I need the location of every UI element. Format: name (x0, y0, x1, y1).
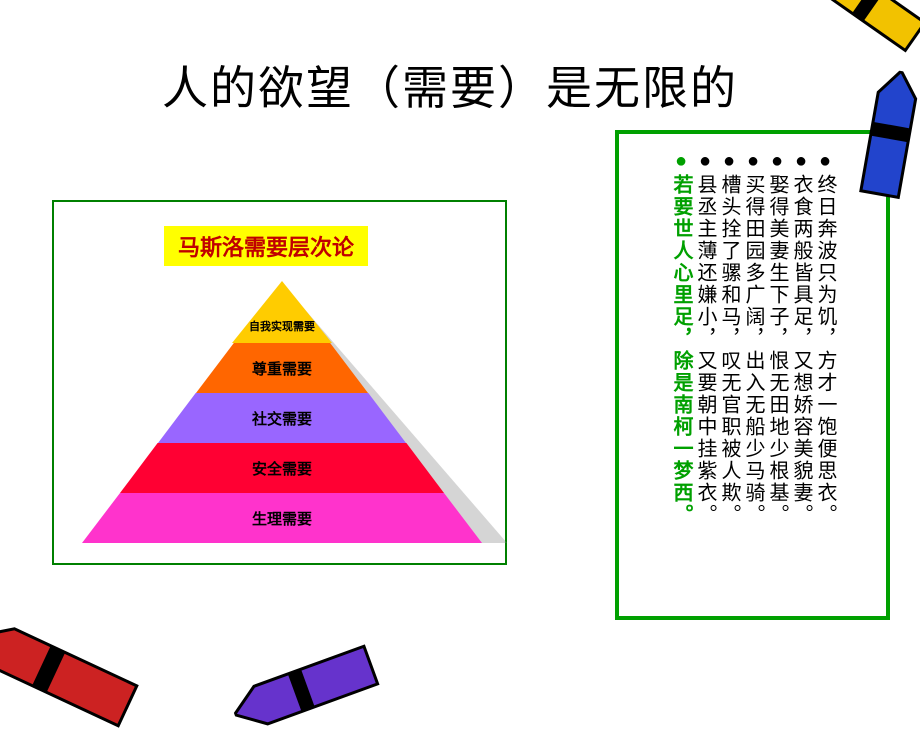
poem-line-3: ●娶得美妻生下子，恨无田地少根基。 (766, 150, 787, 600)
tier-4: 安全需要 (120, 443, 444, 493)
poem-panel: ●终日奔波只为饥，方才一饱便思衣。 ●衣食两般皆具足，又想娇容美貌妻。 ●娶得美… (615, 130, 890, 620)
crayon-red-icon (0, 611, 144, 734)
poem-line-2: ●衣食两般皆具足，又想娇容美貌妻。 (790, 150, 811, 600)
tier-3: 社交需要 (158, 393, 406, 443)
poem-line-4: ●买得田园多广阔，出入无船少马骑。 (742, 150, 763, 600)
poem-line-6: ●县丞主薄还嫌小，又要朝中挂紫衣。 (694, 150, 715, 600)
poem-closing: ●若要世人心里足，除是南柯一梦西。 (670, 150, 691, 600)
maslow-pyramid: 自我实现需要 尊重需要 社交需要 安全需要 生理需要 (82, 278, 482, 543)
page-title: 人的欲望（需要）是无限的 (0, 52, 900, 118)
pyramid-caption: 马斯洛需要层次论 (164, 226, 368, 266)
poem-line-1: ●终日奔波只为饥，方才一饱便思衣。 (814, 150, 835, 600)
tier-5: 生理需要 (82, 493, 482, 543)
crayon-yellow-icon (807, 0, 920, 60)
pyramid-panel: 马斯洛需要层次论 自我实现需要 尊重需要 社交需要 安全需要 生理需要 (52, 200, 507, 565)
crayon-purple-icon (226, 639, 385, 739)
poem-line-5: ●槽头拴了骡和马，叹无官职被人欺。 (718, 150, 739, 600)
